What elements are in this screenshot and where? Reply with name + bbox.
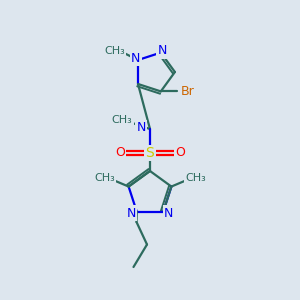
Text: N: N bbox=[127, 207, 136, 220]
Text: N: N bbox=[164, 207, 173, 220]
Text: CH₃: CH₃ bbox=[185, 173, 206, 183]
Text: CH₃: CH₃ bbox=[94, 173, 115, 183]
Text: CH₃: CH₃ bbox=[112, 115, 133, 125]
Text: N: N bbox=[136, 121, 146, 134]
Text: N: N bbox=[158, 44, 167, 57]
Text: CH₃: CH₃ bbox=[104, 46, 125, 56]
Text: Br: Br bbox=[180, 85, 194, 98]
Text: O: O bbox=[175, 146, 185, 160]
Text: O: O bbox=[115, 146, 125, 160]
Text: S: S bbox=[146, 146, 154, 160]
Text: N: N bbox=[131, 52, 140, 65]
